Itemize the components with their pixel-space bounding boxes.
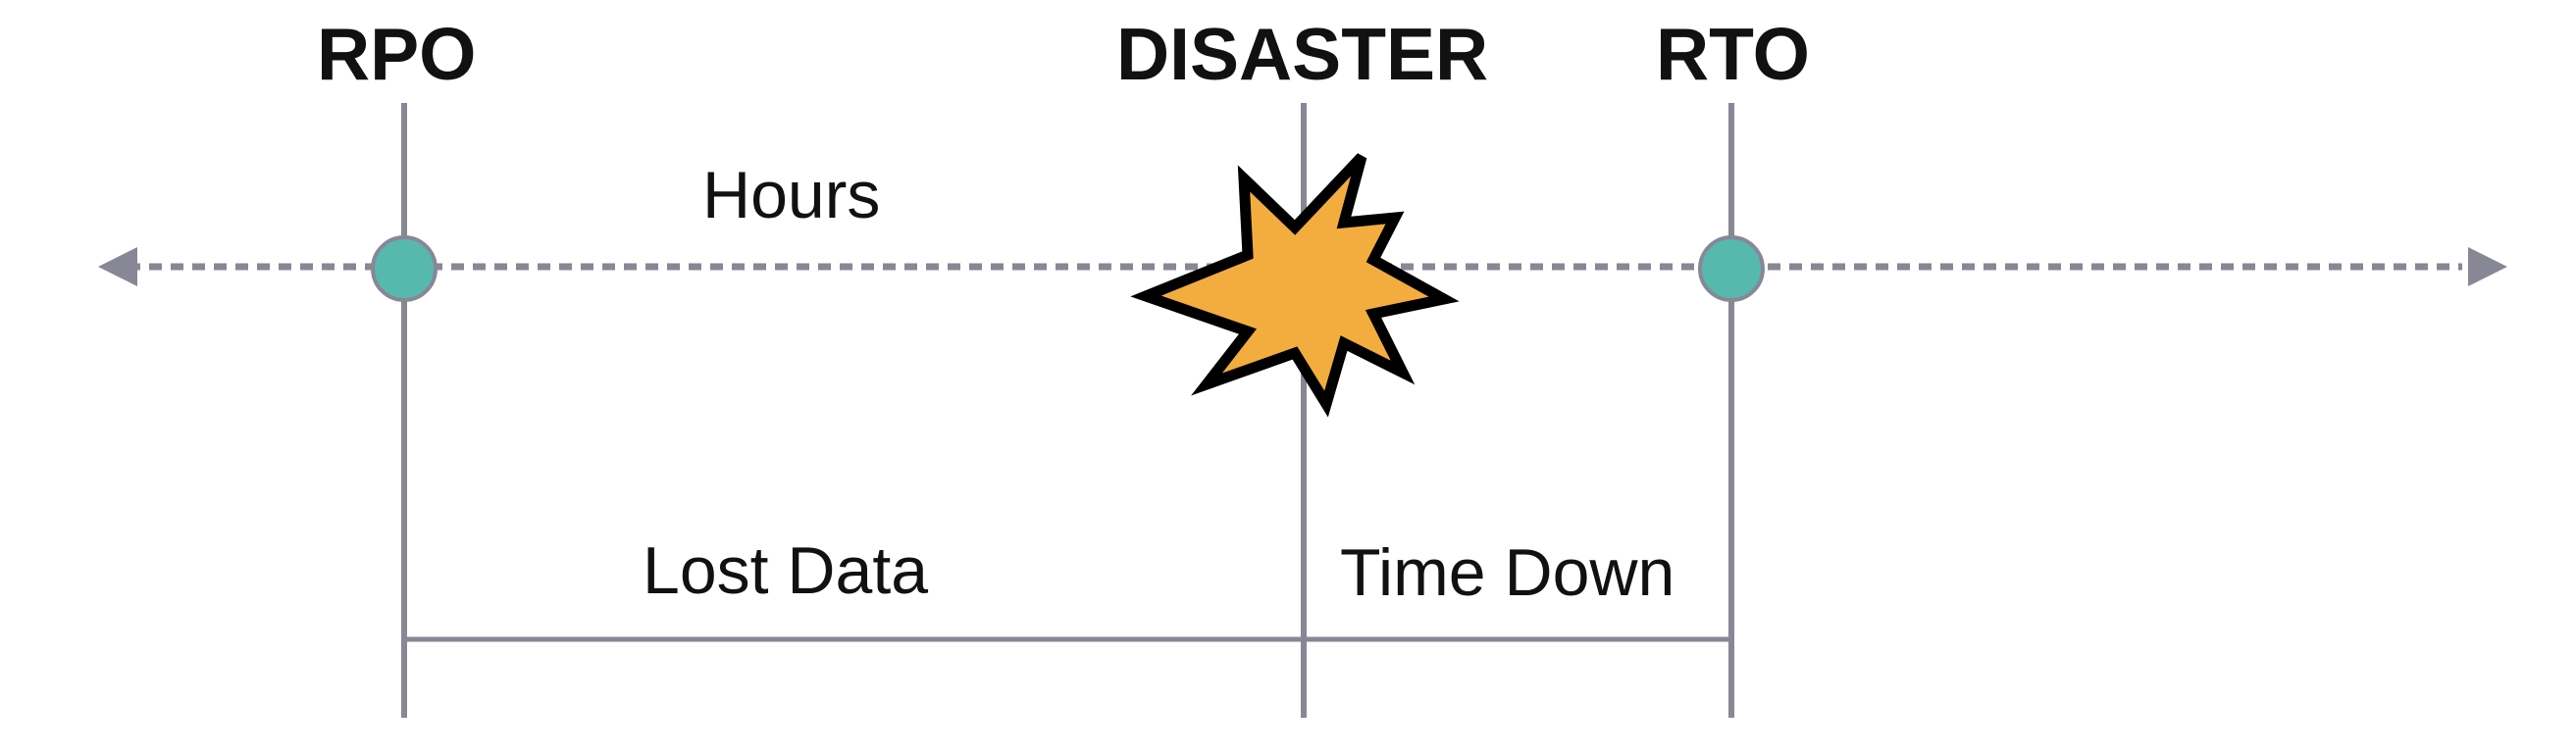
rto-node-icon — [1698, 235, 1765, 302]
left-arrow-icon — [98, 247, 137, 286]
lost-data-label: Lost Data — [643, 533, 929, 608]
rto-heading: RTO — [1656, 13, 1810, 95]
right-arrow-icon — [2468, 247, 2507, 286]
rpo-node-icon — [371, 235, 438, 302]
disaster-heading: DISASTER — [1116, 13, 1489, 95]
rpo-heading: RPO — [317, 13, 477, 95]
time-down-label: Time Down — [1340, 535, 1675, 610]
explosion-burst-icon — [1130, 153, 1460, 418]
timeline-label: Hours — [702, 158, 881, 232]
